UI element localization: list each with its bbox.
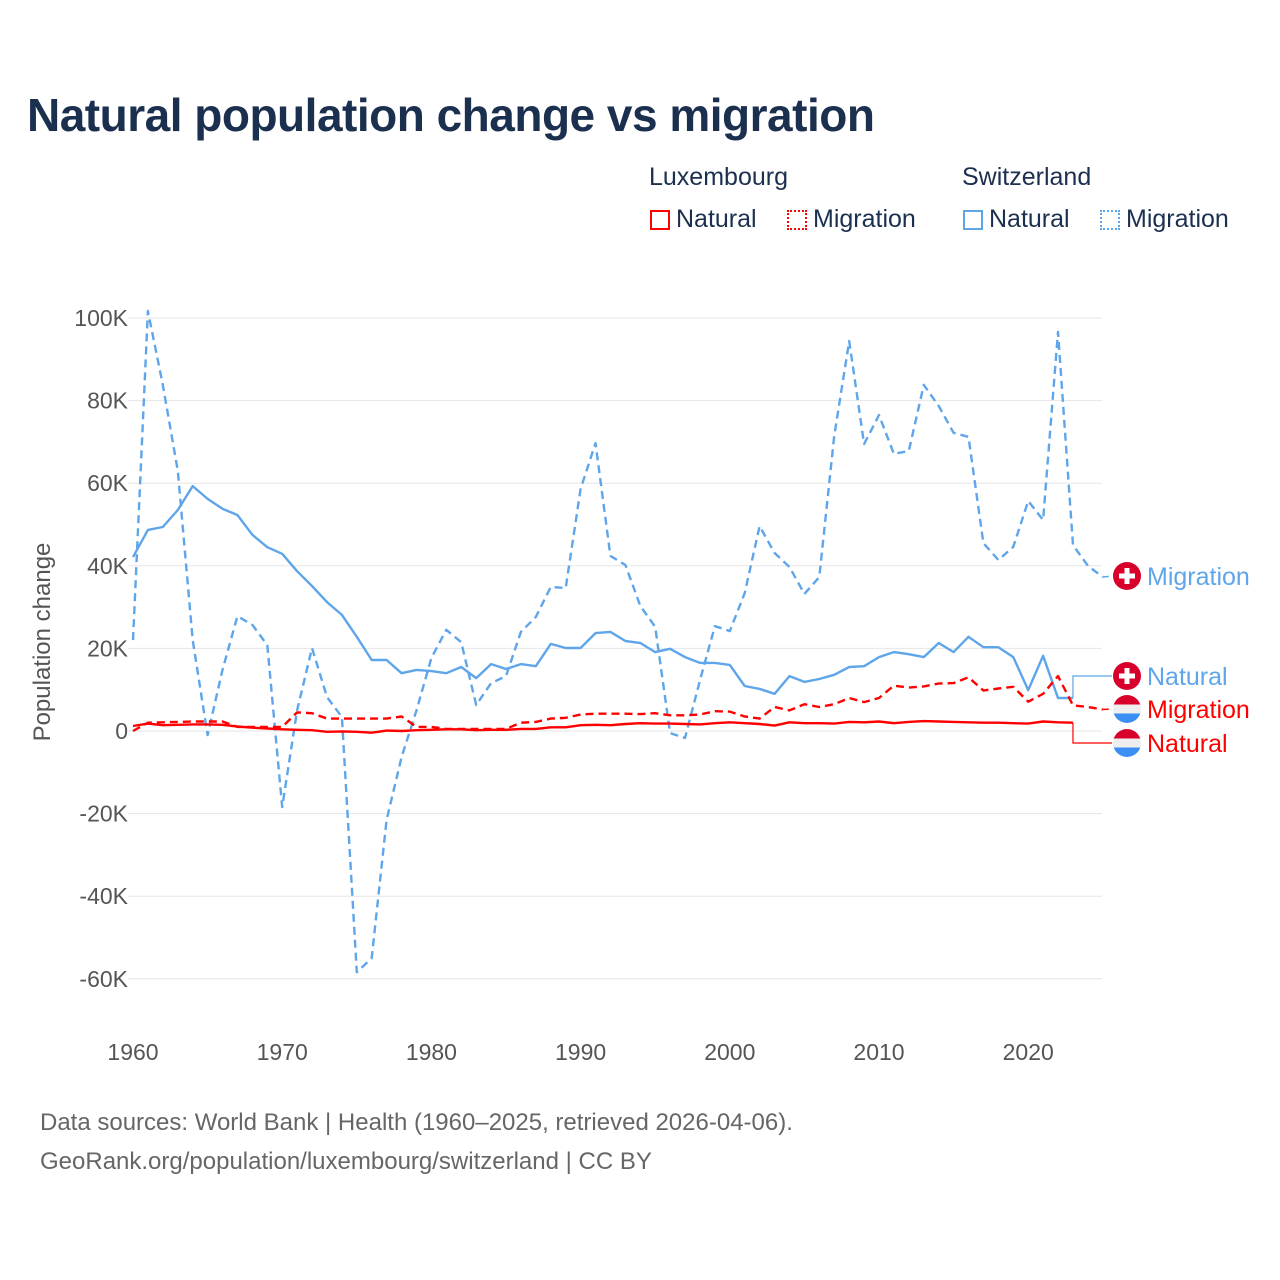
- footer-source: Data sources: World Bank | Health (1960–…: [40, 1109, 793, 1136]
- chart-title: Natural population change vs migration: [27, 89, 875, 141]
- series-line-luxembourg-migration: [132, 674, 1103, 733]
- x-tick-label: 1970: [257, 1039, 308, 1065]
- luxembourg-flag-icon: [1113, 695, 1141, 723]
- y-tick-label: 40K: [87, 553, 129, 579]
- series-end-label: Natural: [1147, 663, 1228, 691]
- footer-credit: GeoRank.org/population/luxembourg/switze…: [40, 1148, 652, 1175]
- y-tick-label: -20K: [79, 801, 128, 827]
- y-tick-label: 100K: [74, 305, 128, 331]
- flag-stripe-blue: [1113, 713, 1141, 723]
- y-tick-label: -60K: [79, 966, 128, 992]
- label-connector: [1072, 722, 1112, 744]
- legend-label: Natural: [989, 205, 1070, 233]
- flag-cross: [1119, 573, 1135, 579]
- legend-swatch-solid: [963, 209, 983, 230]
- flag-stripe-white: [1113, 738, 1141, 748]
- y-tick-label: 60K: [87, 470, 129, 496]
- x-tick-label: 2010: [853, 1039, 904, 1065]
- flag-stripe-white: [1113, 704, 1141, 714]
- flag-stripe-blue: [1113, 747, 1141, 757]
- legend-item-switzerland-natural[interactable]: Natural: [963, 205, 1070, 234]
- y-tick-label: 80K: [87, 388, 129, 414]
- legend-label: Migration: [813, 205, 916, 233]
- luxembourg-flag-icon: [1113, 729, 1141, 757]
- series-end-label: Natural: [1147, 730, 1228, 758]
- flag-cross: [1119, 673, 1135, 679]
- flag-stripe-red: [1113, 729, 1141, 739]
- label-connector: [1102, 575, 1113, 578]
- legend-label: Natural: [676, 205, 757, 233]
- label-connector: [1102, 708, 1113, 711]
- legend-item-switzerland-migration[interactable]: Migration: [1100, 205, 1229, 234]
- legend-label: Migration: [1126, 205, 1229, 233]
- label-connector: [1072, 675, 1112, 698]
- flag-stripe-red: [1113, 695, 1141, 705]
- legend-item-luxembourg-natural[interactable]: Natural: [650, 205, 757, 234]
- legend-swatch-dotted: [787, 209, 807, 230]
- series-line-switzerland-migration: [131, 309, 1104, 974]
- x-tick-label: 1960: [107, 1039, 158, 1065]
- x-tick-label: 2020: [1003, 1039, 1054, 1065]
- legend-swatch-solid: [650, 209, 670, 230]
- series-line-luxembourg-natural: [132, 719, 1074, 734]
- legend-group-luxembourg: Luxembourg: [649, 163, 788, 191]
- legend-group-switzerland: Switzerland: [962, 163, 1092, 191]
- series-line-switzerland-natural: [131, 484, 1073, 700]
- y-axis-label: Population change: [29, 543, 56, 742]
- y-tick-label: 20K: [87, 635, 129, 661]
- y-tick-label: 0: [115, 718, 128, 744]
- x-tick-label: 2000: [704, 1039, 755, 1065]
- legend-swatch-dotted: [1100, 209, 1120, 230]
- series-end-label: Migration: [1147, 696, 1250, 724]
- x-tick-label: 1990: [555, 1039, 606, 1065]
- series-end-label: Migration: [1147, 563, 1250, 591]
- legend-item-luxembourg-migration[interactable]: Migration: [787, 205, 916, 234]
- x-tick-label: 1980: [406, 1039, 457, 1065]
- y-tick-label: -40K: [79, 883, 128, 909]
